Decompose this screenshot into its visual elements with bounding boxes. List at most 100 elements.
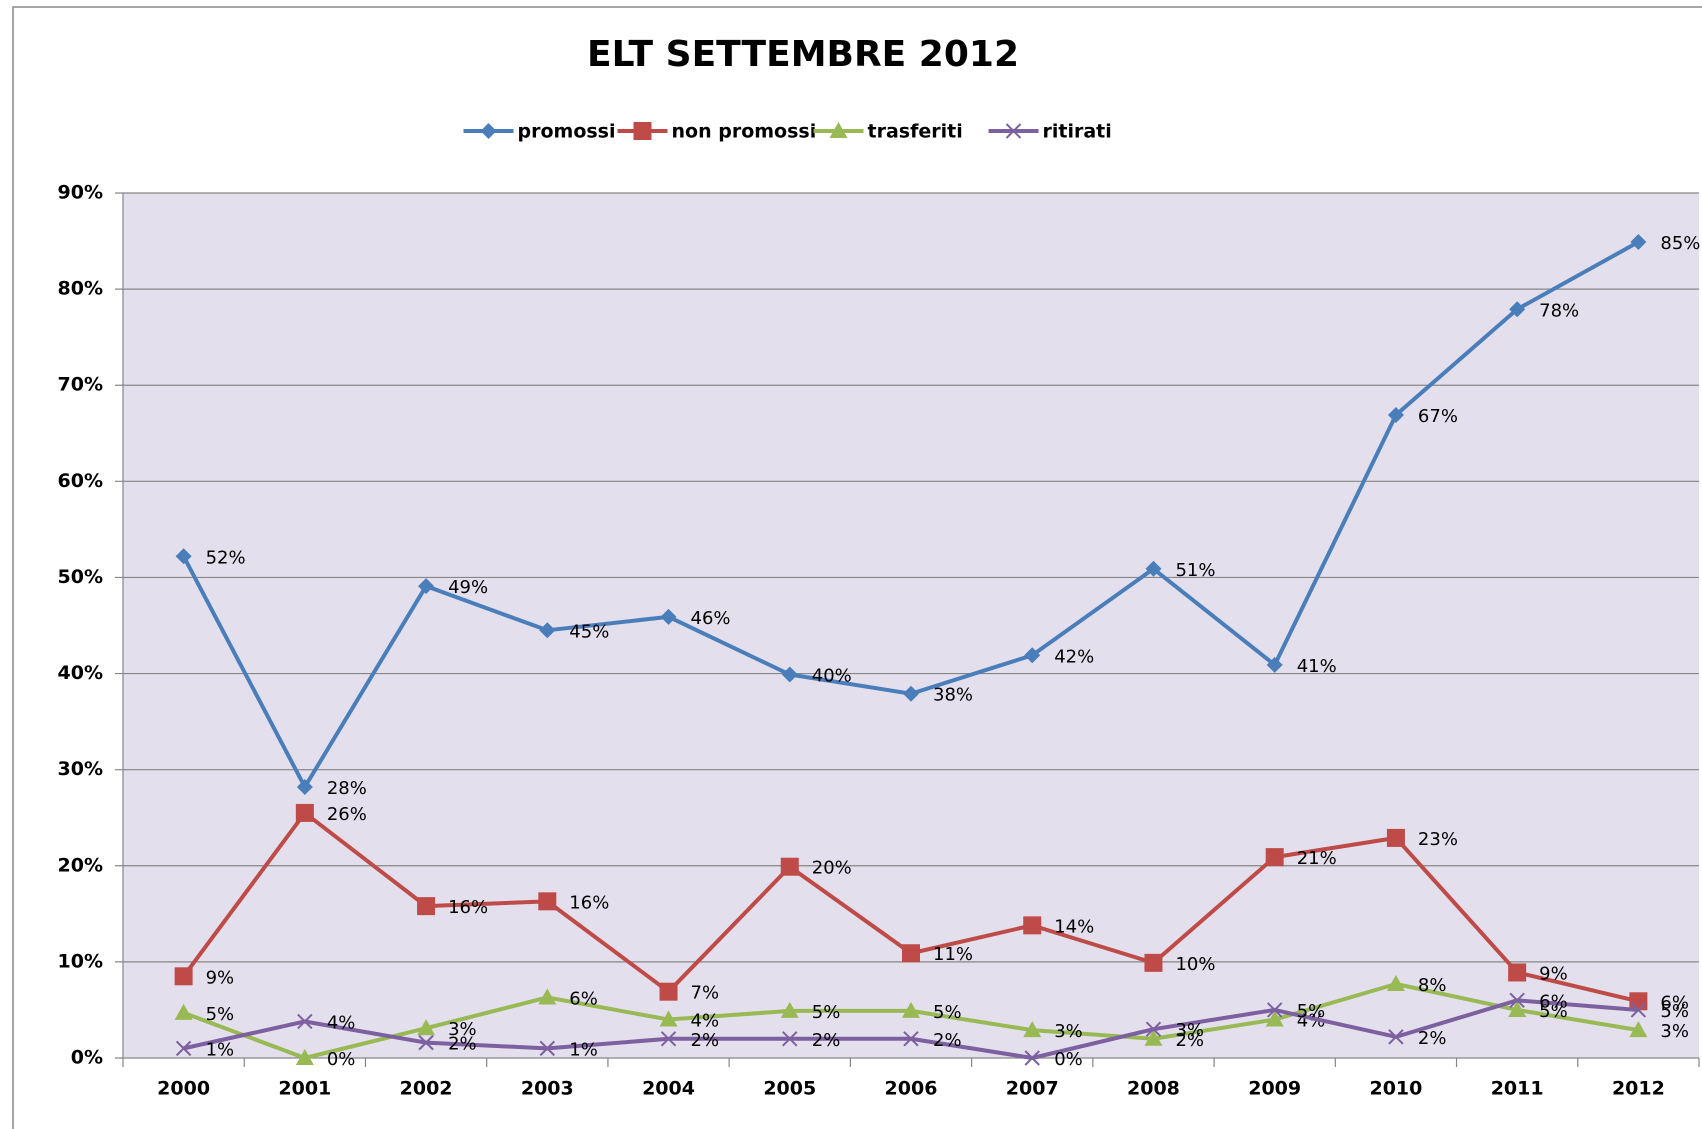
data-label: 21% bbox=[1297, 848, 1337, 869]
marker bbox=[1386, 828, 1405, 847]
marker bbox=[1630, 1002, 1647, 1018]
y-tick-label: 50% bbox=[58, 566, 103, 588]
marker bbox=[1024, 647, 1041, 664]
marker bbox=[539, 622, 556, 639]
legend-label: trasferiti bbox=[868, 121, 963, 143]
marker bbox=[1023, 1021, 1042, 1038]
data-label: 49% bbox=[448, 577, 488, 598]
data-label: 16% bbox=[448, 897, 488, 918]
marker bbox=[297, 1013, 313, 1030]
marker bbox=[418, 1034, 434, 1051]
marker bbox=[780, 1001, 799, 1018]
data-label: 2% bbox=[812, 1030, 841, 1051]
marker bbox=[1144, 953, 1163, 972]
data-label: 16% bbox=[569, 892, 609, 913]
y-tick-label: 80% bbox=[58, 278, 103, 300]
data-label: 26% bbox=[327, 804, 367, 825]
marker bbox=[782, 1031, 798, 1047]
data-label: 3% bbox=[1660, 1021, 1689, 1042]
marker bbox=[417, 897, 436, 916]
legend-marker bbox=[1005, 123, 1022, 139]
marker bbox=[1629, 1021, 1648, 1038]
y-tick-label: 70% bbox=[58, 374, 103, 396]
y-tick-label: 30% bbox=[58, 758, 103, 780]
marker bbox=[660, 608, 677, 625]
data-label: 10% bbox=[1175, 954, 1215, 975]
data-label: 4% bbox=[691, 1011, 720, 1032]
marker bbox=[1265, 1010, 1284, 1027]
marker bbox=[1265, 848, 1284, 867]
data-label: 5% bbox=[812, 1002, 841, 1023]
marker bbox=[1509, 992, 1525, 1009]
data-label: 42% bbox=[1054, 646, 1094, 667]
data-label: 23% bbox=[1418, 829, 1458, 850]
data-label: 5% bbox=[206, 1004, 235, 1025]
marker bbox=[174, 1003, 193, 1020]
marker bbox=[1024, 1050, 1040, 1066]
data-label: 6% bbox=[1539, 991, 1568, 1012]
data-label: 40% bbox=[812, 666, 852, 687]
data-label: 5% bbox=[933, 1002, 962, 1023]
x-tick-label: 2011 bbox=[1491, 1078, 1544, 1100]
marker bbox=[660, 1031, 677, 1047]
y-tick-label: 90% bbox=[58, 182, 103, 204]
x-tick-label: 2001 bbox=[278, 1078, 331, 1100]
data-label: 28% bbox=[327, 778, 367, 799]
legend-label: ritirati bbox=[1043, 121, 1112, 143]
data-label: 3% bbox=[1175, 1020, 1204, 1041]
x-tick-label: 2012 bbox=[1612, 1078, 1665, 1100]
data-label: 2% bbox=[933, 1030, 962, 1051]
x-tick-label: 2008 bbox=[1127, 1078, 1180, 1100]
data-label: 5% bbox=[1297, 1001, 1326, 1022]
data-label: 0% bbox=[327, 1049, 356, 1070]
plot-area bbox=[123, 193, 1699, 1058]
x-tick-label: 2002 bbox=[400, 1078, 453, 1100]
marker bbox=[902, 944, 920, 963]
marker bbox=[1145, 1021, 1162, 1037]
x-tick-label: 2004 bbox=[642, 1078, 695, 1100]
data-label: 6% bbox=[1660, 992, 1689, 1013]
data-label: 8% bbox=[1418, 975, 1447, 996]
data-label: 67% bbox=[1418, 406, 1458, 427]
marker bbox=[903, 685, 919, 702]
marker bbox=[1266, 1002, 1283, 1018]
data-label: 46% bbox=[691, 608, 731, 629]
data-label: 0% bbox=[1054, 1049, 1083, 1070]
data-label: 2% bbox=[448, 1034, 477, 1055]
marker bbox=[781, 666, 798, 683]
data-label: 78% bbox=[1539, 300, 1579, 321]
data-label: 3% bbox=[1054, 1021, 1083, 1042]
legend-marker bbox=[633, 122, 652, 140]
y-tick-label: 20% bbox=[58, 854, 103, 876]
marker bbox=[1145, 560, 1162, 577]
legend-label: non promossi bbox=[672, 121, 817, 143]
marker bbox=[780, 857, 799, 876]
legend-marker bbox=[480, 123, 497, 139]
data-label: 5% bbox=[1539, 1001, 1568, 1022]
x-tick-label: 2007 bbox=[1006, 1078, 1059, 1100]
data-label: 5% bbox=[1660, 1001, 1689, 1022]
x-tick-label: 2010 bbox=[1369, 1078, 1422, 1100]
marker bbox=[175, 548, 192, 565]
x-tick-label: 2009 bbox=[1248, 1078, 1301, 1100]
marker bbox=[538, 892, 557, 911]
marker bbox=[1388, 1029, 1404, 1045]
marker bbox=[175, 1040, 192, 1057]
marker bbox=[1508, 1000, 1527, 1017]
data-label: 2% bbox=[691, 1030, 720, 1051]
y-tick-label: 40% bbox=[58, 662, 103, 684]
x-tick-label: 2000 bbox=[157, 1078, 210, 1100]
y-tick-label: 60% bbox=[58, 470, 103, 492]
data-label: 7% bbox=[691, 983, 720, 1004]
data-label: 20% bbox=[812, 858, 852, 879]
data-label: 85% bbox=[1660, 233, 1700, 254]
marker bbox=[1386, 974, 1405, 991]
marker bbox=[418, 578, 435, 595]
marker bbox=[174, 967, 193, 986]
marker bbox=[296, 778, 313, 795]
y-tick-label: 10% bbox=[58, 950, 103, 972]
data-label: 9% bbox=[206, 967, 235, 988]
marker bbox=[902, 1001, 920, 1018]
marker bbox=[659, 1010, 678, 1027]
